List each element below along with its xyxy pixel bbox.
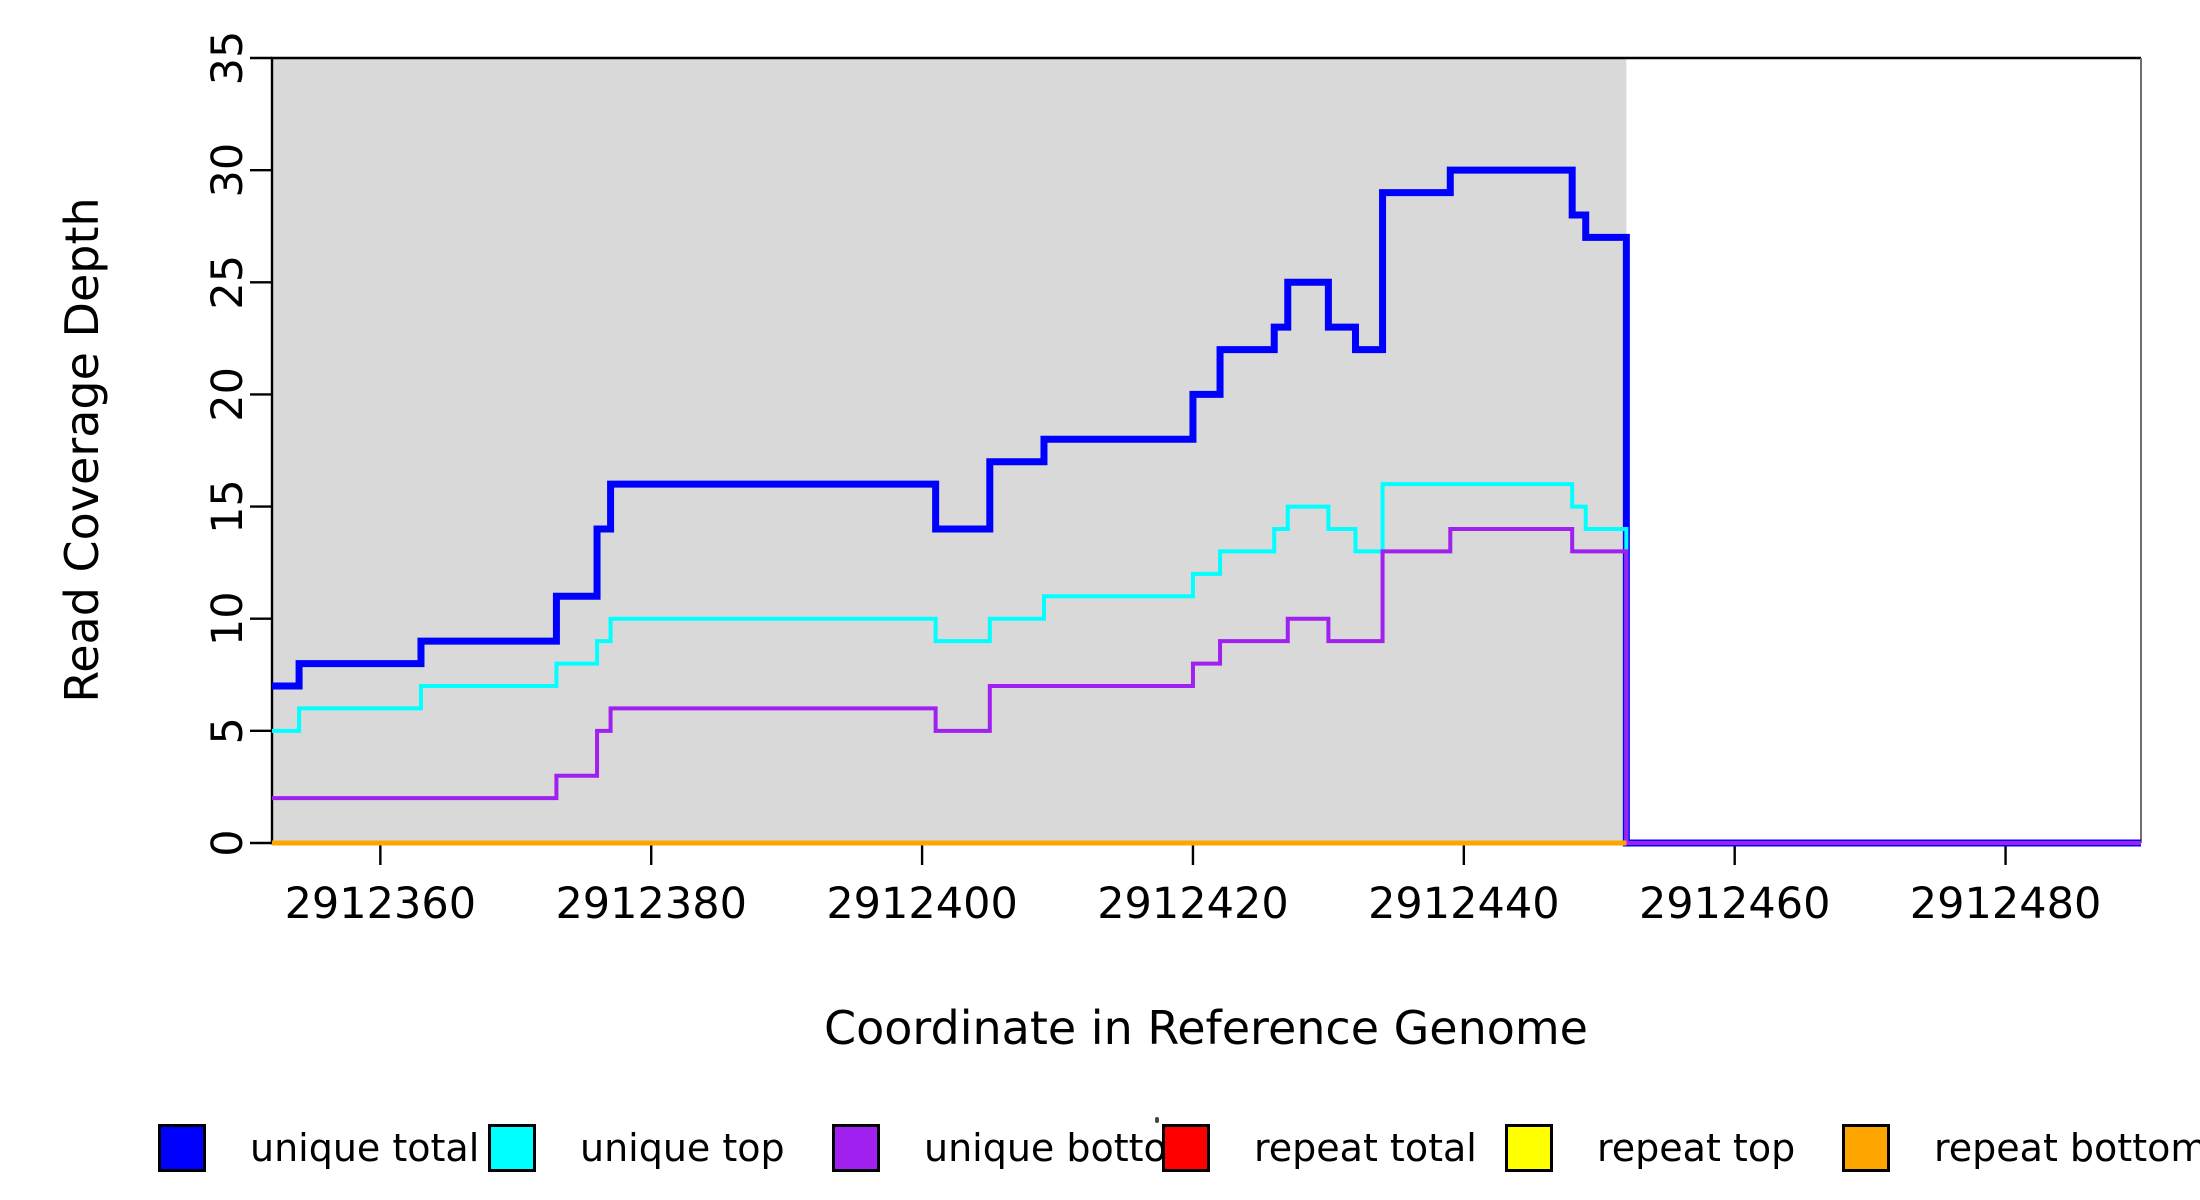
y-tick-label: 0 — [203, 829, 253, 856]
x-tick-label: 2912460 — [1639, 879, 1831, 929]
x-tick-label: 2912480 — [1910, 879, 2102, 929]
y-tick-label: 30 — [203, 143, 253, 198]
y-tick-label: 15 — [203, 479, 253, 534]
legend-swatch-repeat-bottom — [1842, 1124, 1890, 1172]
series-line-unique-top — [272, 482, 2141, 845]
legend-item-unique-total: unique total — [158, 1122, 479, 1174]
shaded-data-region — [272, 58, 1627, 843]
x-tick-label: 2912420 — [1097, 879, 1289, 929]
y-tick-label: 35 — [203, 31, 253, 86]
x-axis-title: Coordinate in Reference Genome — [824, 1001, 1588, 1055]
x-tick-label: 2912380 — [555, 879, 747, 929]
y-tick-label: 5 — [203, 717, 253, 744]
x-tick-label: 2912440 — [1368, 879, 1560, 929]
stray-mark — [1155, 1117, 1159, 1123]
legend-item-repeat-total: repeat total — [1162, 1122, 1477, 1174]
legend-swatch-repeat-total — [1162, 1124, 1210, 1172]
legend-label: unique total — [250, 1126, 480, 1170]
legend-item-unique-bottom: unique bottom — [832, 1122, 1204, 1174]
y-tick-label: 25 — [203, 255, 253, 310]
y-axis-title: Read Coverage Depth — [55, 197, 109, 703]
y-tick-label: 10 — [203, 591, 253, 646]
legend-label: unique bottom — [924, 1126, 1204, 1170]
legend-swatch-unique-bottom — [832, 1124, 880, 1172]
series-line-unique-total — [272, 166, 2141, 847]
legend-label: repeat total — [1254, 1126, 1477, 1170]
legend-swatch-unique-top — [488, 1124, 536, 1172]
legend-label: repeat bottom — [1934, 1126, 2200, 1170]
series-line-unique-bottom — [272, 527, 2141, 845]
y-tick-label: 20 — [203, 367, 253, 422]
x-tick-label: 2912400 — [826, 879, 1018, 929]
legend-item-repeat-top: repeat top — [1505, 1122, 1795, 1174]
x-tick-label: 2912360 — [285, 879, 477, 929]
legend-swatch-unique-total — [158, 1124, 206, 1172]
legend-item-unique-top: unique top — [488, 1122, 785, 1174]
legend-label: unique top — [580, 1126, 785, 1170]
legend-label: repeat top — [1597, 1126, 1796, 1170]
legend-item-repeat-bottom: repeat bottom — [1842, 1122, 2200, 1174]
legend-swatch-repeat-top — [1505, 1124, 1553, 1172]
